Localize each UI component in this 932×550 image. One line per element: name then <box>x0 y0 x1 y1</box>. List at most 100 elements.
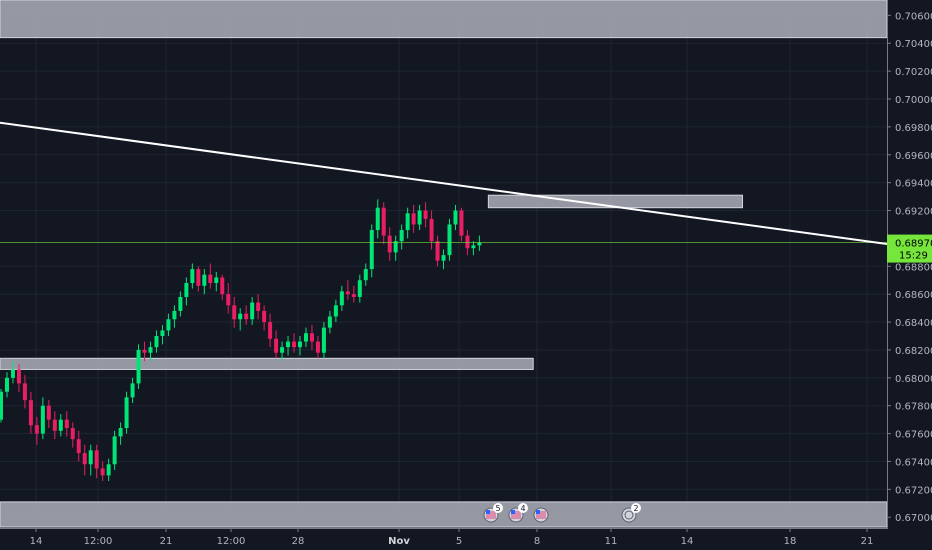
candle-body <box>309 333 314 342</box>
candle-body <box>315 341 320 353</box>
candle-body <box>88 450 93 465</box>
candle-body <box>40 405 45 434</box>
candle-body <box>64 419 69 429</box>
candle-body <box>417 210 422 225</box>
candle-body <box>226 294 231 306</box>
globe-ring <box>624 510 634 520</box>
candle-body <box>16 369 21 384</box>
zones <box>0 0 888 528</box>
event-badge-count: 2 <box>633 504 638 513</box>
candle-body <box>142 349 147 353</box>
candle-body <box>178 296 183 311</box>
candle-body <box>184 283 189 297</box>
candle-body <box>172 310 177 320</box>
x-tick-label: 12:00 <box>84 536 113 547</box>
candle-body <box>154 335 159 348</box>
candle-body <box>106 464 111 476</box>
candle-body <box>333 305 338 317</box>
event-badge <box>518 503 528 513</box>
x-tick-label: 11 <box>605 536 618 547</box>
event-marker[interactable]: 4 <box>508 503 528 523</box>
candle-body <box>208 274 213 284</box>
candle-body <box>286 341 291 348</box>
candle-body <box>429 218 434 242</box>
candle-body <box>28 400 33 426</box>
event-badge <box>493 503 503 513</box>
x-tick-label: 14 <box>30 536 43 547</box>
x-tick-label: 21 <box>160 536 173 547</box>
candle-body <box>447 224 452 256</box>
candle-body <box>214 277 219 284</box>
candle-body <box>298 341 302 348</box>
candle-body <box>399 230 404 242</box>
candle-body <box>369 230 374 270</box>
candle-body <box>94 450 99 469</box>
candle-body <box>52 419 57 431</box>
candle-body <box>387 235 392 253</box>
candle-body <box>363 269 368 281</box>
candle-body <box>321 327 326 353</box>
candle-body <box>423 210 428 219</box>
candle-body <box>0 391 3 420</box>
current-price-label[interactable]: 0.6897015:29 <box>887 234 932 263</box>
resistance-zone-top[interactable] <box>0 0 888 39</box>
candle-body <box>196 269 201 286</box>
candle-body <box>220 277 225 295</box>
candle-body <box>160 330 165 336</box>
event-markers[interactable]: 5 4 2 <box>483 503 641 523</box>
candle-body <box>327 316 332 328</box>
event-marker[interactable]: 2 <box>621 503 641 523</box>
event-badge-count: 5 <box>495 504 500 513</box>
candle-body <box>4 377 9 392</box>
candle-body <box>477 242 482 246</box>
candle-body <box>82 453 87 465</box>
candle-body <box>256 302 261 311</box>
candle-body <box>46 405 51 420</box>
candle-body <box>136 349 141 384</box>
support-zone-bottom[interactable] <box>0 501 888 528</box>
candle-body <box>405 213 410 231</box>
x-tick-label: 14 <box>681 536 694 547</box>
price-axis-bg <box>887 0 932 550</box>
candle-body <box>339 291 344 306</box>
candle-body <box>303 333 308 342</box>
time-axis[interactable]: 14 12:00 21 12:00 28 Nov 5 8 11 14 18 21 <box>0 528 932 550</box>
candle-body <box>393 241 398 253</box>
candle-body <box>76 439 81 454</box>
flag-canton <box>511 510 515 514</box>
x-tick-label: 5 <box>456 536 462 547</box>
candle-body <box>244 313 249 320</box>
x-tick-label: Nov <box>388 536 410 547</box>
flag-canton <box>536 510 540 514</box>
candle-body <box>130 383 135 398</box>
support-zone[interactable] <box>0 357 534 370</box>
candle-body <box>250 302 255 320</box>
candle-body <box>262 310 267 323</box>
event-marker[interactable]: 5 <box>483 503 503 523</box>
candle-body <box>375 207 380 231</box>
event-marker[interactable] <box>533 507 549 523</box>
event-badge-count: 4 <box>520 504 525 513</box>
candle-body <box>465 235 470 249</box>
candle-body <box>381 207 386 236</box>
trendline[interactable] <box>0 121 888 245</box>
